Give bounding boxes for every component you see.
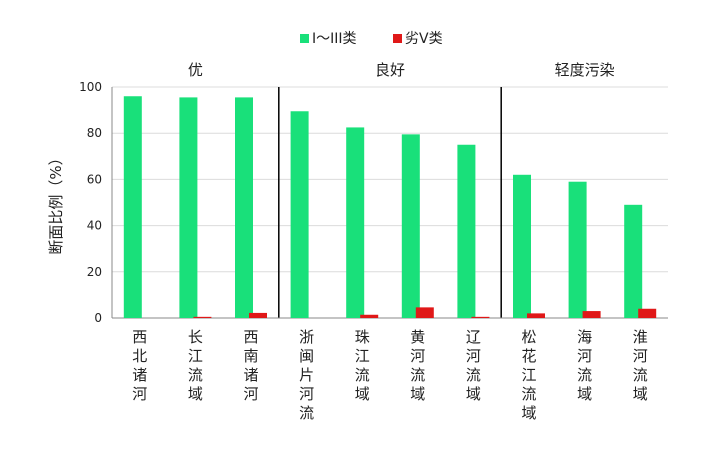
bar-series1	[401, 134, 420, 318]
bar-series1	[179, 97, 198, 319]
x-tick-label: 淮河流域	[633, 328, 648, 403]
y-tick-label: 100	[79, 80, 102, 94]
legend-label: I～III类	[312, 31, 357, 47]
y-axis-title: 断面比例（%）	[47, 150, 65, 254]
y-tick-label: 80	[87, 126, 102, 140]
bar-series2	[193, 316, 212, 318]
bar-series2	[415, 307, 434, 318]
bar-series1	[568, 181, 587, 318]
x-tick-label: 长江流域	[188, 328, 203, 403]
legend-swatch	[300, 34, 309, 43]
y-tick-label: 0	[94, 311, 102, 325]
bar-series2	[527, 313, 545, 318]
bar-series1	[123, 96, 142, 319]
bar-series1	[624, 204, 643, 318]
x-tick-label: 西北诸河	[132, 328, 147, 403]
y-tick-label: 20	[87, 265, 102, 279]
group-label: 良好	[375, 61, 405, 79]
legend-swatch	[393, 34, 402, 43]
bar-series2	[360, 314, 379, 318]
bar-series2	[582, 311, 601, 318]
x-tick-label: 松花江流域	[521, 328, 536, 422]
x-tick-label: 珠江流域	[355, 328, 370, 403]
bar-series2	[471, 316, 490, 318]
y-tick-label: 60	[87, 172, 102, 186]
y-tick-label: 40	[87, 219, 102, 233]
bar-series2	[249, 312, 267, 318]
x-tick-label: 西南诸河	[243, 328, 258, 403]
x-tick-label: 辽河流域	[466, 328, 481, 403]
legend-label: 劣V类	[405, 31, 443, 47]
group-label: 优	[188, 61, 203, 79]
x-tick-label: 海河流域	[577, 328, 592, 403]
x-tick-label: 黄河流域	[410, 328, 425, 403]
bar-series2	[638, 308, 657, 318]
group-label: 轻度污染	[555, 61, 615, 79]
x-tick-label: 浙闽片河流	[299, 328, 314, 422]
bar-series1	[346, 127, 365, 318]
bar-series1	[457, 144, 476, 318]
bar-series1	[513, 174, 531, 318]
bar-series1	[290, 111, 309, 318]
bar-series1	[235, 97, 253, 319]
